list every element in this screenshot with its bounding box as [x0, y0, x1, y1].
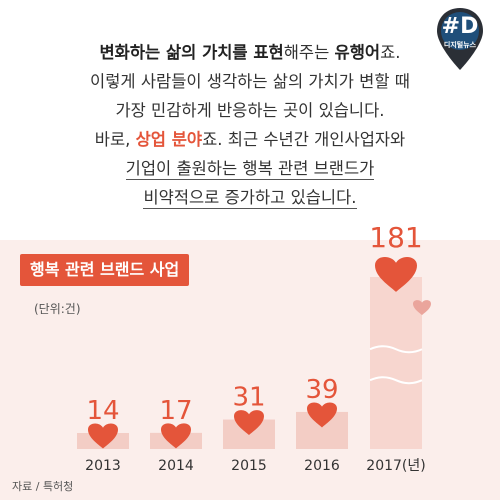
x-tick-label: 2014: [158, 458, 194, 474]
x-tick-label: 2013: [85, 458, 121, 474]
x-tick-label: 2015: [231, 458, 267, 474]
text-segment: 바로,: [94, 130, 136, 149]
text-segment: 변화하는 삶의 가치를 표현: [99, 43, 284, 62]
text-segment: 해주는: [283, 43, 335, 62]
data-label-2017(년): 181: [369, 221, 422, 254]
badge-subtitle: 디지털뉴스: [443, 41, 477, 49]
source-note: 자료 / 특허청: [12, 480, 74, 493]
underlined-text-1: 기업이 출원하는 행복 관련 브랜드가: [125, 159, 375, 180]
text-segment: 죠.: [380, 43, 401, 62]
intro-line-4: 바로, 상업 분야죠. 최근 수년간 개인사업자와: [0, 125, 500, 154]
text-segment: 유행어: [334, 43, 381, 62]
underlined-text-2: 비약적으로 증가하고 있습니다.: [143, 188, 357, 209]
intro-line-6: 비약적으로 증가하고 있습니다.: [0, 183, 500, 212]
unit-label: (단위:건): [34, 302, 81, 316]
heart-icon: [234, 410, 264, 436]
heart-icon: [161, 423, 191, 449]
data-label-2014: 17: [159, 396, 192, 426]
intro-line-1: 변화하는 삶의 가치를 표현해주는 유행어죠.: [0, 38, 500, 67]
chart-title: 행복 관련 브랜드 사업: [20, 254, 190, 286]
heart-icon: [88, 423, 118, 449]
x-tick-label: 2016: [304, 458, 340, 474]
bar-wave-decoration: [369, 345, 423, 354]
intro-line-5: 기업이 출원하는 행복 관련 브랜드가: [0, 154, 500, 183]
heart-icon: [375, 256, 417, 292]
data-label-2015: 31: [232, 383, 265, 413]
text-segment: 죠. 최근 수년간 개인사업자와: [202, 130, 406, 149]
small-heart-icon: [413, 300, 431, 316]
text-segment: 상업 분야: [135, 130, 203, 149]
map-pin-icon: [437, 8, 483, 70]
digital-news-badge: #D 디지털뉴스: [434, 6, 486, 72]
badge-letter: #D: [441, 14, 479, 39]
intro-paragraph: 변화하는 삶의 가치를 표현해주는 유행어죠. 이렇게 사람들이 생각하는 삶의…: [0, 38, 500, 212]
heart-icon: [307, 402, 337, 428]
intro-section: [0, 0, 500, 240]
data-label-2016: 39: [305, 375, 338, 405]
bar-wave-decoration: [369, 376, 423, 385]
x-tick-label: 2017(년): [366, 458, 425, 474]
data-label-2013: 14: [86, 396, 119, 426]
intro-line-2: 이렇게 사람들이 생각하는 삶의 가치가 변할 때: [90, 72, 410, 91]
intro-line-3: 가장 민감하게 반응하는 곳이 있습니다.: [115, 101, 385, 120]
